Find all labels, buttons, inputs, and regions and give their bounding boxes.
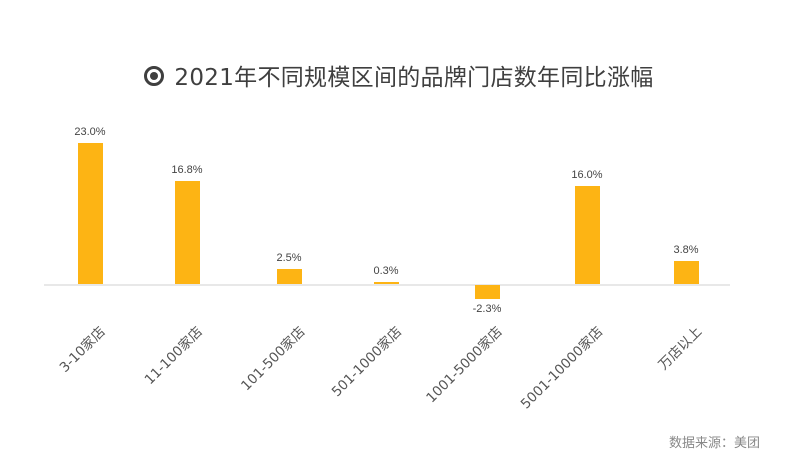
category-label: 501-1000家店 (328, 323, 406, 401)
chart-title: 2021年不同规模区间的品牌门店数年同比涨幅 (0, 58, 798, 92)
bar-value-label: 23.0% (74, 126, 106, 138)
bar (276, 268, 302, 284)
category-label: 101-500家店 (238, 323, 309, 395)
chart-title-text: 2021年不同规模区间的品牌门店数年同比涨幅 (174, 65, 654, 91)
bar (574, 185, 600, 284)
bar (474, 285, 500, 300)
category-label: 1001-5000家店 (423, 323, 506, 407)
bar (373, 282, 399, 284)
bar-value-label: 3.8% (673, 243, 699, 256)
bar-value-label: 0.3% (373, 265, 399, 277)
category-label: 万店以上 (655, 323, 706, 374)
bar-value-label: 16.0% (571, 168, 603, 181)
category-label: 5001-10000家店 (517, 323, 607, 413)
radio-target-icon (144, 66, 165, 86)
bar (673, 260, 699, 284)
bar-value-label: -2.3% (472, 303, 502, 316)
category-label: 3-10家店 (56, 323, 109, 376)
bar-value-label: 2.5% (276, 251, 302, 264)
category-label: 11-100家店 (141, 323, 206, 388)
bar-value-label: 16.8% (171, 164, 203, 177)
bar (77, 143, 103, 284)
bar (174, 181, 200, 284)
zero-baseline (44, 284, 730, 286)
data-source-note: 数据来源：美团 (668, 436, 760, 451)
